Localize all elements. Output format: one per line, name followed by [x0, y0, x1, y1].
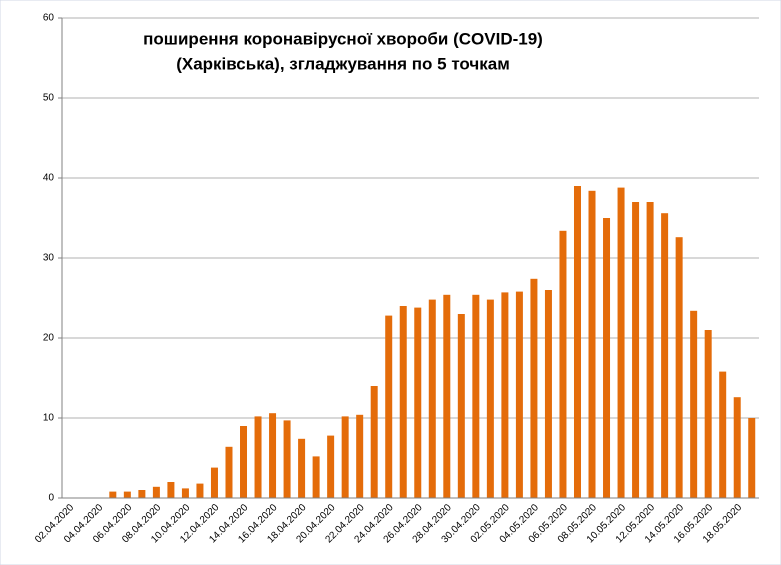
bar	[486, 299, 494, 498]
bar	[588, 190, 596, 499]
bar	[254, 416, 262, 498]
bar	[312, 456, 320, 498]
bar	[210, 467, 218, 498]
bar	[327, 435, 335, 498]
bar	[138, 490, 146, 498]
bar	[167, 482, 175, 498]
y-tick-label: 50	[43, 93, 55, 104]
chart-title: (Харківська), згладжування по 5 точкам	[176, 54, 510, 73]
bar	[356, 414, 364, 498]
bar	[632, 202, 640, 498]
bar	[501, 292, 509, 498]
bar	[152, 486, 160, 498]
y-tick-label: 10	[43, 413, 55, 424]
bar	[399, 306, 407, 498]
y-tick-label: 60	[43, 13, 55, 24]
bar	[196, 483, 204, 498]
bar	[240, 426, 248, 498]
bar	[370, 386, 378, 498]
bar	[719, 371, 727, 498]
bar	[457, 314, 465, 498]
y-tick-label: 20	[43, 333, 55, 344]
bar	[544, 290, 552, 498]
bar	[690, 310, 698, 498]
bar	[414, 307, 422, 498]
bar	[603, 218, 611, 498]
bar	[109, 491, 117, 498]
bar	[385, 315, 393, 498]
y-tick-label: 0	[48, 493, 54, 504]
y-tick-label: 30	[43, 253, 55, 264]
bar	[443, 294, 451, 498]
bar	[646, 202, 654, 498]
bar	[123, 491, 131, 498]
bar	[530, 278, 538, 498]
bar	[748, 418, 756, 498]
bar	[472, 294, 480, 498]
bar	[181, 488, 189, 498]
y-tick-label: 40	[43, 173, 55, 184]
bar	[675, 237, 683, 498]
bar	[573, 186, 581, 498]
bar	[515, 291, 523, 498]
bar	[428, 299, 436, 498]
bar	[559, 230, 567, 499]
bar	[341, 416, 349, 498]
chart-title: поширення коронавірусної хвороби (COVID-…	[143, 29, 543, 48]
bar	[298, 438, 306, 498]
bar	[661, 213, 669, 498]
bar	[704, 330, 712, 498]
bar	[225, 446, 233, 498]
bar	[283, 420, 291, 498]
bar	[617, 187, 625, 498]
bar	[269, 413, 277, 498]
bar	[733, 397, 741, 498]
